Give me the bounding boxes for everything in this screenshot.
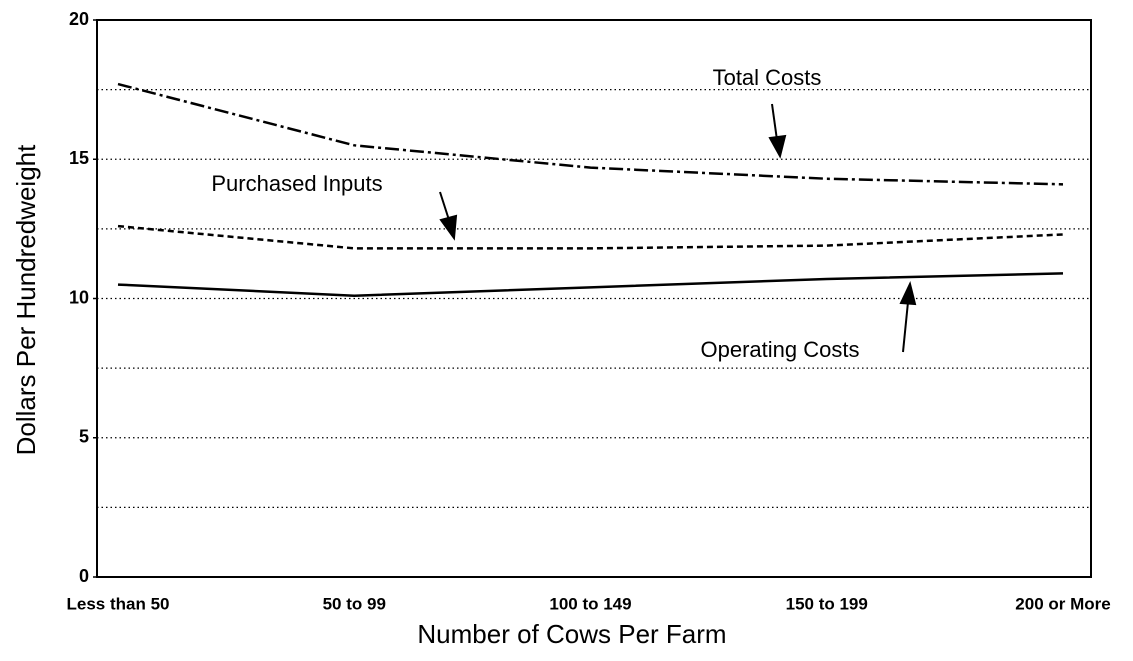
y-axis-label: Dollars Per Hundredweight: [11, 144, 41, 455]
arrow: [771, 103, 778, 141]
series-label: Total Costs: [713, 65, 822, 90]
y-tick-label: 20: [69, 9, 89, 29]
y-tick-label: 0: [79, 566, 89, 586]
y-tick-label: 15: [69, 148, 89, 168]
y-tick-label: 10: [69, 287, 89, 307]
x-tick-label: 50 to 99: [323, 594, 386, 613]
x-tick-label: Less than 50: [67, 594, 170, 613]
y-tick-label: 5: [79, 427, 89, 447]
x-axis-label: Number of Cows Per Farm: [417, 619, 726, 649]
x-tick-label: 200 or More: [1015, 594, 1110, 613]
x-tick-label: 150 to 199: [786, 594, 868, 613]
x-tick-label: 100 to 149: [549, 594, 631, 613]
series-line: [117, 82, 1064, 186]
arrow: [439, 191, 450, 221]
series-line: [117, 224, 1064, 250]
arrow: [902, 301, 909, 353]
arrowhead: [768, 134, 787, 159]
series-line: [117, 272, 1064, 297]
series-label: Purchased Inputs: [211, 171, 382, 196]
arrowhead: [439, 214, 458, 241]
arrowhead: [899, 281, 917, 306]
series-label: Operating Costs: [701, 337, 860, 362]
arrows: [439, 103, 917, 353]
